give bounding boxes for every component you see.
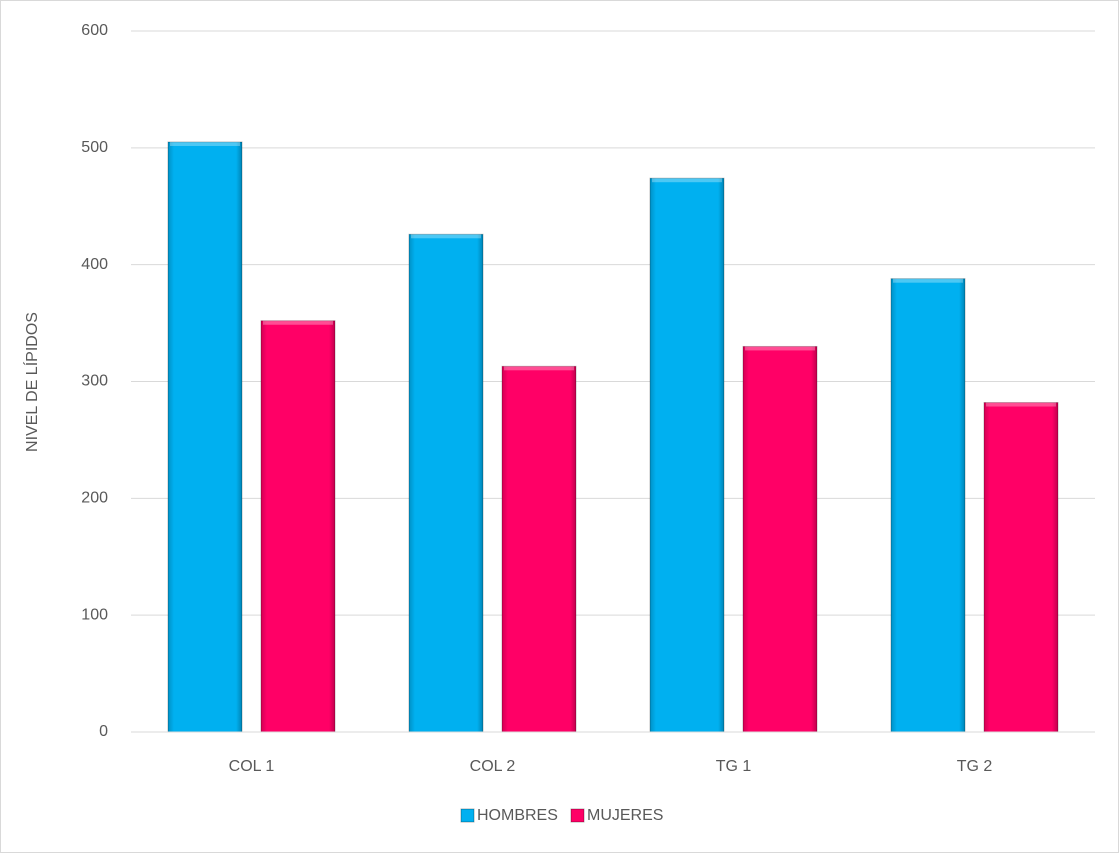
x-tick-label: COL 1 xyxy=(229,758,275,775)
y-tick-label: 500 xyxy=(81,139,108,156)
bar xyxy=(742,345,818,733)
bar xyxy=(501,365,577,733)
bar-bevel xyxy=(893,278,963,283)
bar xyxy=(408,233,484,733)
bar-bevel xyxy=(504,366,574,371)
y-axis-label: NIVEL DE LÍPIDOS xyxy=(22,312,41,452)
legend-label: MUJERES xyxy=(587,807,663,824)
legend-label: HOMBRES xyxy=(477,807,558,824)
bar-bevel xyxy=(411,234,481,239)
bar-bevel xyxy=(263,320,333,325)
legend-swatch xyxy=(460,808,475,823)
y-tick-label: 300 xyxy=(81,373,108,390)
y-tick-label: 200 xyxy=(81,490,108,507)
x-tick-label: COL 2 xyxy=(470,758,516,775)
bar xyxy=(260,320,336,733)
legend-swatch xyxy=(570,808,585,823)
bar xyxy=(890,278,966,733)
y-tick-label: 0 xyxy=(99,723,108,740)
y-tick-label: 600 xyxy=(81,22,108,39)
bar-bevel xyxy=(652,178,722,183)
bar xyxy=(649,177,725,733)
x-tick-label: TG 1 xyxy=(716,758,752,775)
bar-bevel xyxy=(745,346,815,351)
bar xyxy=(167,141,243,733)
bar xyxy=(983,402,1059,733)
y-tick-label: 100 xyxy=(81,606,108,623)
bar-bevel xyxy=(170,141,240,146)
y-tick-label: 400 xyxy=(81,256,108,273)
bar-bevel xyxy=(986,402,1056,407)
x-tick-label: TG 2 xyxy=(957,758,993,775)
